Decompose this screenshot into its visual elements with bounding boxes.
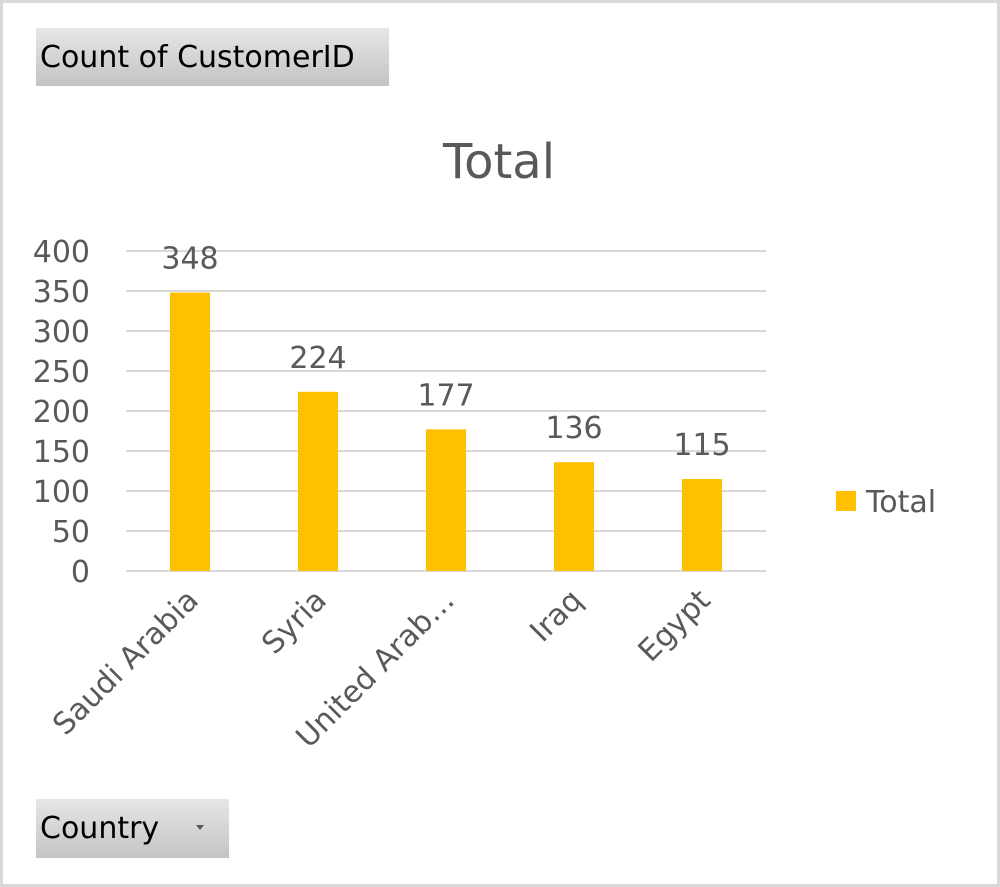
legend-label: Total: [865, 485, 936, 520]
bar: [554, 462, 594, 571]
x-tick-label: Saudi Arabia: [46, 583, 205, 742]
data-label: 177: [417, 378, 474, 413]
chart-title: Total: [442, 134, 555, 190]
y-tick-label: 0: [71, 555, 90, 590]
data-label: 136: [545, 411, 602, 446]
y-tick-label: 150: [33, 435, 90, 470]
y-tick-label: 100: [33, 475, 90, 510]
y-tick-label: 200: [33, 395, 90, 430]
x-tick-label: Egypt: [632, 583, 718, 669]
y-tick-label: 350: [33, 275, 90, 310]
x-tick-label: Iraq: [523, 583, 589, 649]
bar: [682, 479, 722, 571]
y-tick-label: 50: [52, 515, 90, 550]
y-tick-label: 300: [33, 315, 90, 350]
data-label: 115: [673, 428, 730, 463]
bar: [298, 391, 338, 571]
value-field-label: Count of CustomerID: [40, 39, 355, 75]
x-tick-label: Syria: [255, 583, 333, 661]
dropdown-arrow-icon[interactable]: [196, 825, 204, 830]
y-tick-label: 400: [33, 235, 90, 270]
bar: [170, 292, 210, 571]
data-label: 224: [289, 341, 346, 376]
country-field-label: Country: [40, 811, 160, 846]
data-label: 348: [161, 242, 218, 277]
value-field-button[interactable]: Count of CustomerID: [36, 28, 389, 86]
country-field-button[interactable]: Country: [36, 799, 229, 858]
legend-swatch: [836, 491, 856, 511]
bar: [426, 429, 466, 571]
y-tick-label: 250: [33, 355, 90, 390]
